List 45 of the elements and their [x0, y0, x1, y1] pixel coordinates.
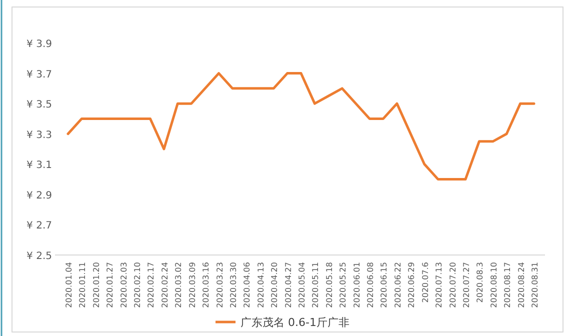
y-tick-label: ¥ 3.5: [26, 100, 52, 111]
x-tick-label: 2020.08.31: [530, 262, 540, 308]
x-tick-label: 2020.08.10: [489, 262, 498, 308]
y-tick-label: ¥ 2.5: [26, 251, 52, 262]
y-tick-label: ¥ 3.3: [26, 130, 52, 141]
x-tick-label: 2020.05.04: [298, 262, 306, 308]
x-tick-label: 2020.02.10: [133, 262, 142, 308]
x-tick-label: 2020.05.11: [311, 262, 320, 308]
x-tick-label: 2020.03.09: [188, 262, 197, 308]
x-tick-label: 2020.06.01: [352, 262, 362, 308]
x-tick-label: 2020.08.3: [476, 262, 485, 303]
x-tick-label: 2020.01.27: [106, 262, 115, 308]
x-tick-label: 2020.04.06: [242, 262, 252, 308]
x-tick-label: 2020.04.27: [284, 262, 293, 308]
x-tick-label: 2020.07.6: [420, 262, 430, 303]
x-tick-label: 2020.03.16: [202, 262, 211, 308]
x-tick-label: 2020.03.23: [215, 262, 224, 308]
x-tick-label: 2020.02.17: [146, 262, 156, 308]
y-tick-label: ¥ 3.1: [26, 160, 52, 172]
y-tick-label: ¥ 2.7: [26, 220, 52, 232]
x-tick-label: 2020.01.11: [78, 262, 88, 308]
x-tick-label: 2020.07.13: [434, 262, 444, 308]
x-tick-label: 2020.01.20: [92, 262, 101, 308]
x-tick-label: 2020.06.15: [380, 262, 389, 308]
x-tick-label: 2020.08.17: [503, 262, 512, 308]
y-tick-label: ¥ 2.9: [26, 190, 52, 202]
y-tick-label: ¥ 3.7: [26, 69, 52, 80]
x-tick-label: 2020.01.04: [64, 262, 74, 308]
x-tick-label: 2020.04.20: [270, 262, 280, 308]
y-tick-label: ¥ 3.9: [26, 39, 52, 50]
x-tick-label: 2020.02.24: [160, 262, 170, 308]
x-tick-label: 2020.03.02: [174, 262, 184, 308]
x-tick-label: 2020.05.18: [324, 262, 334, 308]
x-tick-label: 2020.08.24: [516, 262, 526, 308]
x-tick-label: 2020.03.30: [228, 262, 238, 308]
x-tick-label: 2020.07.20: [448, 262, 458, 308]
x-tick-label: 2020.07.27: [462, 262, 471, 308]
x-tick-label: 2020.06.29: [407, 262, 416, 308]
x-tick-label: 2020.02.03: [119, 262, 128, 308]
x-tick-label: 2020.06.22: [393, 262, 402, 308]
legend-label: 广东茂名 0.6-1斤广非: [240, 316, 350, 329]
x-tick-label: 2020.04.13: [256, 262, 266, 308]
line-series: [66, 72, 536, 181]
x-tick-label: 2020.05.25: [338, 262, 348, 308]
x-tick-label: 2020.06.08: [366, 262, 376, 308]
